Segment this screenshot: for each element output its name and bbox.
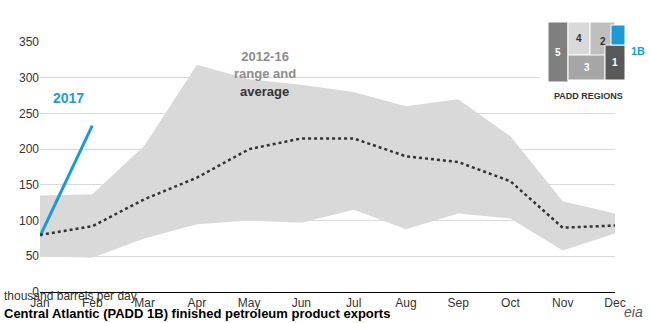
svg-text:PADD REGIONS: PADD REGIONS (554, 91, 623, 101)
svg-text:5: 5 (555, 47, 561, 58)
svg-text:200: 200 (19, 142, 39, 156)
svg-text:Oct: Oct (501, 296, 520, 310)
svg-text:Jul: Jul (346, 296, 361, 310)
svg-text:2017: 2017 (53, 90, 84, 106)
svg-text:eia: eia (624, 304, 643, 320)
svg-text:Mar: Mar (134, 296, 155, 310)
svg-text:350: 350 (19, 35, 39, 49)
svg-text:150: 150 (19, 178, 39, 192)
svg-text:Feb: Feb (82, 296, 103, 310)
svg-text:Central Atlantic (PADD 1B) fin: Central Atlantic (PADD 1B) finished petr… (4, 306, 390, 321)
svg-text:Nov: Nov (552, 296, 573, 310)
svg-text:1B: 1B (631, 45, 645, 57)
svg-text:Sep: Sep (448, 296, 470, 310)
svg-text:250: 250 (19, 107, 39, 121)
svg-text:1: 1 (612, 57, 618, 68)
svg-text:0: 0 (32, 285, 39, 299)
svg-text:Jan: Jan (30, 296, 49, 310)
svg-text:2: 2 (600, 36, 606, 47)
svg-text:100: 100 (19, 214, 39, 228)
svg-text:thousand barrels per day: thousand barrels per day (4, 289, 137, 303)
svg-text:4: 4 (576, 33, 582, 44)
svg-text:50: 50 (26, 249, 40, 263)
svg-text:Dec: Dec (604, 296, 625, 310)
svg-text:May: May (238, 296, 261, 310)
svg-text:Apr: Apr (187, 296, 206, 310)
svg-text:Aug: Aug (395, 296, 416, 310)
svg-text:2012-16range and: 2012-16range and (234, 49, 296, 81)
svg-text:300: 300 (19, 71, 39, 85)
svg-text:average: average (240, 84, 289, 99)
svg-text:Jun: Jun (292, 296, 311, 310)
svg-text:3: 3 (584, 62, 590, 73)
